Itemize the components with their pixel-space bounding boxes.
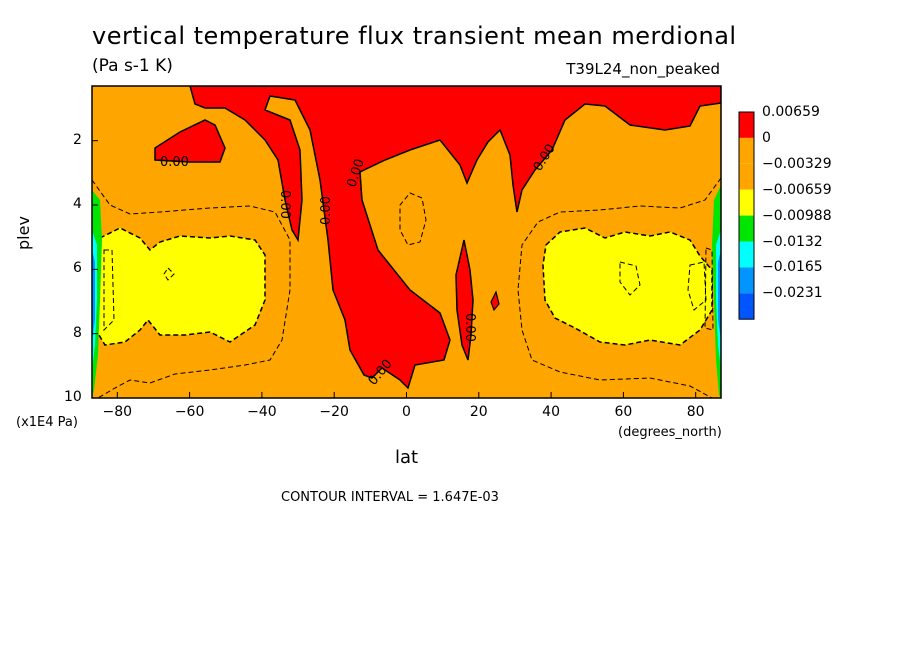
- colorbar-swatch: [739, 241, 754, 268]
- x-tick-label: −80: [102, 404, 133, 420]
- contour-line: [619, 261, 641, 296]
- x-tick-label: 20: [469, 404, 488, 420]
- contour-line: [92, 179, 291, 398]
- contour-line: [704, 247, 714, 331]
- colorbar-label: −0.00659: [762, 181, 832, 198]
- colorbar-swatch: [739, 112, 754, 138]
- contour-interval-note: CONTOUR INTERVAL = 1.647E-03: [281, 490, 499, 505]
- colorbar-label: 0.00659: [762, 104, 820, 120]
- x-tick-label: −40: [247, 404, 277, 420]
- fill-region-red: [154, 119, 226, 163]
- y-axis-units: (x1E4 Pa): [16, 415, 78, 430]
- colorbar-label: −0.0132: [762, 233, 823, 250]
- colorbar-swatch: [739, 189, 754, 216]
- contour-label: 0.00: [277, 190, 292, 219]
- colorbar-label: −0.0231: [762, 285, 823, 302]
- colorbar-swatch: [739, 267, 754, 294]
- fill-region-red: [490, 290, 500, 312]
- y-tick-label: 4: [73, 196, 82, 212]
- x-tick-label: 80: [686, 404, 705, 420]
- chart-units: (Pa s-1 K): [92, 56, 173, 76]
- fill-region-yellow: [95, 227, 266, 346]
- contour-label: 0.00: [319, 196, 334, 225]
- x-axis-title: lat: [395, 447, 419, 468]
- contour-line: [399, 192, 427, 246]
- colorbar: [738, 111, 755, 320]
- contour-line: [517, 177, 721, 398]
- x-tick-label: −20: [319, 404, 349, 420]
- colorbar-label: −0.0165: [762, 259, 823, 276]
- y-tick-label: 6: [73, 260, 82, 277]
- x-tick-label: 60: [614, 404, 633, 420]
- x-tick-label: −60: [174, 404, 205, 420]
- colorbar-label: −0.00988: [762, 207, 832, 224]
- colorbar-label: 0: [762, 129, 771, 146]
- y-tick-label: 8: [73, 324, 82, 341]
- contour-line: [163, 267, 175, 281]
- colorbar-swatch: [739, 163, 754, 190]
- x-tick-label: 40: [542, 404, 561, 420]
- colorbar-frame: [738, 111, 755, 320]
- fill-region-red: [189, 86, 721, 390]
- y-tick-label: 2: [73, 131, 82, 148]
- y-axis-title: plev: [14, 216, 33, 250]
- y-axis-ticks: [92, 140, 98, 399]
- contour-label: 0.00: [462, 313, 477, 342]
- x-tick-label: 0: [402, 404, 411, 420]
- colorbar-label: −0.00329: [762, 155, 832, 172]
- fill-region-yellow: [542, 227, 713, 346]
- dataset-label: T39L24_non_peaked: [566, 60, 720, 78]
- y-tick-label: 10: [64, 389, 82, 405]
- fill-region-red: [455, 239, 474, 361]
- colorbar-swatch: [739, 137, 754, 164]
- plot-area: 0.00 0.00 0.00 0.00 0.00 0.00 0.00: [92, 86, 721, 398]
- colorbar-swatch: [739, 293, 754, 320]
- x-axis-units: (degrees_north): [618, 425, 722, 440]
- colorbar-swatch: [739, 215, 754, 242]
- chart-title: vertical temperature flux transient mean…: [92, 22, 737, 50]
- x-axis-ticks: [116, 392, 697, 398]
- contour-label: 0.00: [160, 155, 189, 170]
- contour-line: [687, 261, 707, 311]
